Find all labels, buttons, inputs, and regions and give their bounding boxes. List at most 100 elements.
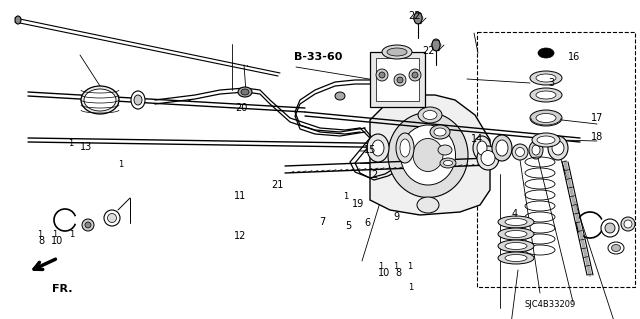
Text: 22: 22 xyxy=(408,11,421,21)
Text: 2: 2 xyxy=(371,170,378,181)
Text: 19: 19 xyxy=(352,199,364,209)
Ellipse shape xyxy=(515,147,525,157)
Ellipse shape xyxy=(387,48,407,56)
Ellipse shape xyxy=(335,92,345,100)
Ellipse shape xyxy=(412,72,418,78)
Text: 9: 9 xyxy=(394,212,400,222)
Ellipse shape xyxy=(84,89,116,111)
Ellipse shape xyxy=(414,12,422,24)
Text: 18: 18 xyxy=(591,132,604,142)
Ellipse shape xyxy=(529,141,543,159)
Ellipse shape xyxy=(538,48,554,58)
Ellipse shape xyxy=(396,133,414,163)
Ellipse shape xyxy=(512,144,528,160)
Text: 1: 1 xyxy=(378,262,383,271)
Text: 16: 16 xyxy=(568,52,580,63)
Text: 5: 5 xyxy=(346,221,352,232)
Bar xyxy=(370,52,425,107)
Ellipse shape xyxy=(492,135,512,161)
Ellipse shape xyxy=(536,91,556,99)
Ellipse shape xyxy=(532,133,560,147)
Ellipse shape xyxy=(481,151,495,166)
Ellipse shape xyxy=(367,134,389,162)
Ellipse shape xyxy=(379,72,385,78)
Ellipse shape xyxy=(537,136,555,144)
Text: SJC4B33209: SJC4B33209 xyxy=(525,300,576,309)
Ellipse shape xyxy=(477,146,499,170)
Ellipse shape xyxy=(432,39,440,51)
Text: 1: 1 xyxy=(408,283,413,292)
Ellipse shape xyxy=(241,89,249,95)
Text: 7: 7 xyxy=(319,217,325,227)
Ellipse shape xyxy=(548,136,568,160)
Text: 10: 10 xyxy=(51,236,63,246)
Ellipse shape xyxy=(15,16,21,24)
Ellipse shape xyxy=(440,158,456,168)
Text: 1: 1 xyxy=(52,230,58,239)
Text: 14: 14 xyxy=(471,134,483,144)
Ellipse shape xyxy=(552,141,564,155)
Ellipse shape xyxy=(498,240,534,252)
Ellipse shape xyxy=(372,140,384,156)
Ellipse shape xyxy=(376,69,388,81)
Ellipse shape xyxy=(621,217,635,231)
Text: 4: 4 xyxy=(512,209,518,219)
Ellipse shape xyxy=(104,210,120,226)
Ellipse shape xyxy=(417,197,439,213)
Ellipse shape xyxy=(430,125,450,139)
Ellipse shape xyxy=(611,244,621,251)
Ellipse shape xyxy=(238,87,252,97)
Ellipse shape xyxy=(81,86,119,114)
Ellipse shape xyxy=(608,242,624,254)
Ellipse shape xyxy=(82,219,94,231)
Text: 17: 17 xyxy=(591,113,604,123)
Ellipse shape xyxy=(505,231,527,238)
Ellipse shape xyxy=(505,255,527,262)
Ellipse shape xyxy=(536,74,556,82)
Ellipse shape xyxy=(505,242,527,249)
Text: 15: 15 xyxy=(364,145,376,155)
Ellipse shape xyxy=(498,228,534,240)
Text: 1: 1 xyxy=(37,230,42,239)
Text: 13: 13 xyxy=(80,142,92,152)
Text: B-33-60: B-33-60 xyxy=(294,52,343,63)
Text: 11: 11 xyxy=(234,191,246,201)
Ellipse shape xyxy=(413,138,443,172)
Bar xyxy=(477,32,635,287)
Text: 1: 1 xyxy=(118,160,123,169)
Text: 21: 21 xyxy=(271,180,284,190)
Polygon shape xyxy=(370,95,490,215)
Ellipse shape xyxy=(601,219,619,237)
Ellipse shape xyxy=(423,110,437,120)
Ellipse shape xyxy=(505,219,527,226)
Ellipse shape xyxy=(530,110,562,126)
Ellipse shape xyxy=(444,160,452,166)
Ellipse shape xyxy=(530,71,562,85)
Text: 1: 1 xyxy=(393,262,398,271)
Bar xyxy=(376,58,419,101)
Ellipse shape xyxy=(401,125,456,185)
Ellipse shape xyxy=(400,139,410,157)
Text: 12: 12 xyxy=(234,231,246,241)
Ellipse shape xyxy=(434,128,446,136)
Text: 6: 6 xyxy=(365,218,371,228)
Ellipse shape xyxy=(498,216,534,228)
Ellipse shape xyxy=(530,88,562,102)
Ellipse shape xyxy=(388,113,468,197)
Ellipse shape xyxy=(536,114,556,122)
Text: 1: 1 xyxy=(407,262,412,271)
Text: FR.: FR. xyxy=(52,284,73,294)
Text: 1: 1 xyxy=(69,230,74,239)
Ellipse shape xyxy=(477,141,487,155)
Text: 8: 8 xyxy=(396,268,402,278)
Text: 1: 1 xyxy=(343,192,348,201)
Text: 10: 10 xyxy=(378,268,390,278)
Ellipse shape xyxy=(438,145,452,155)
Text: 20: 20 xyxy=(236,103,248,114)
Ellipse shape xyxy=(624,220,632,228)
Ellipse shape xyxy=(418,107,442,123)
Ellipse shape xyxy=(605,223,615,233)
Ellipse shape xyxy=(108,213,116,222)
Ellipse shape xyxy=(532,145,540,155)
Ellipse shape xyxy=(397,77,403,83)
